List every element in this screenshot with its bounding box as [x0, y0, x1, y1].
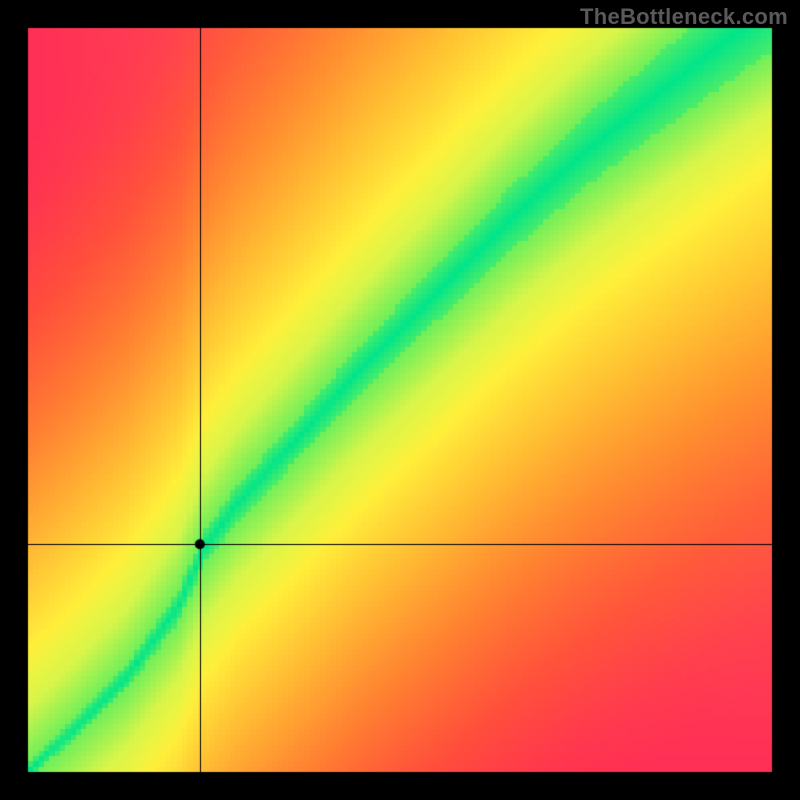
heatmap-canvas: [0, 0, 800, 800]
chart-container: TheBottleneck.com: [0, 0, 800, 800]
watermark-label: TheBottleneck.com: [580, 4, 788, 30]
